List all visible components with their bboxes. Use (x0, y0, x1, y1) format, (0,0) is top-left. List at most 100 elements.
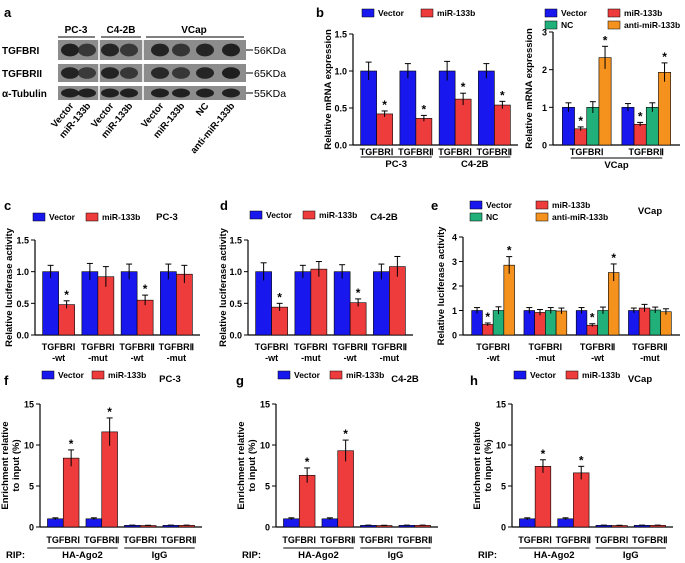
bar-mir-133b (494, 104, 511, 146)
significance-star: * (382, 98, 387, 112)
group-label: TGFBRⅡ (477, 147, 512, 157)
y-axis-label-line: to input (%) (247, 439, 258, 491)
group-label-line: TGFBRⅠ (255, 342, 289, 352)
bar-anti-mir-133b (598, 57, 612, 146)
y-tick-label: 4 (452, 233, 457, 243)
bar-mir-133b (389, 266, 406, 336)
bar-mir-133b (376, 113, 393, 146)
bar-mir-133b (574, 128, 588, 146)
bar-vector (42, 271, 59, 336)
group-label-line: TGFBRⅠ (81, 342, 115, 352)
legend-label: miR-133b (552, 200, 590, 210)
y-tick-label: 1 (542, 103, 547, 113)
bar-mir-133b (310, 268, 328, 336)
bar-mir-133b (337, 450, 354, 528)
supergroup-label: IgG (152, 550, 168, 561)
significance-star: * (590, 311, 595, 325)
legend-swatch (565, 370, 579, 380)
blot-band (78, 43, 96, 57)
y-axis-label: Relative luciferase activity (436, 226, 447, 346)
group-label: TGFBRⅠ (570, 147, 604, 157)
blot-band (120, 43, 138, 57)
y-tick-label: 3 (542, 28, 547, 38)
bar-mir-133b (534, 466, 552, 528)
significance-star: * (662, 50, 667, 64)
chart-f: f PC-3 Vector miR-133b 0 5 10 15 Enrichment rela… (0, 370, 202, 561)
blot-size-label: 56KDa (254, 45, 286, 57)
group-label: TGFBRⅠ (360, 147, 394, 157)
blot-cell-line-label: C4-2B (107, 25, 136, 36)
supergroup-label: IgG (388, 550, 404, 561)
blot-band (172, 43, 190, 57)
legend-label: miR-133b (319, 210, 357, 220)
blot-band (61, 67, 79, 79)
group-label-line: TGFBRⅡ (372, 342, 407, 352)
legend-label: Vector (58, 370, 85, 380)
significance-star: * (611, 251, 616, 265)
y-tick-label: 10 (24, 441, 34, 451)
legend-swatch (85, 212, 99, 222)
bar-vector (360, 70, 377, 146)
legend-swatch (329, 370, 343, 380)
blot-band (172, 67, 190, 79)
legend-label: Vector (486, 200, 513, 210)
blot-band (78, 67, 96, 79)
chart-b2: Vector miR-133b NC anti-miR-133b 0 1 2 3 Relativ… (524, 8, 680, 171)
legend-swatch (535, 212, 549, 222)
legend-label: Vector (266, 210, 293, 220)
legend-swatch (513, 370, 527, 380)
legend-swatch (535, 200, 549, 210)
chart-title: PC-3 (156, 212, 178, 223)
blot-band (61, 88, 79, 98)
significance-star: * (507, 244, 512, 258)
panel-letter-f: f (4, 373, 9, 388)
group-label-line: -mut (640, 353, 660, 363)
group-label-line: -wt (265, 353, 278, 363)
blot-lane-label: NC (194, 101, 211, 119)
legend-swatch (469, 200, 483, 210)
significance-star: * (579, 453, 584, 467)
bar-anti-mir-133b (503, 264, 515, 336)
bar-mir-133b (62, 457, 80, 528)
y-tick-label: 2 (452, 282, 457, 292)
chart-title: VCap (638, 206, 662, 217)
legend-label: NC (486, 212, 498, 222)
legend-swatch (361, 8, 375, 18)
chart-title: C4-2B (370, 212, 398, 223)
group-label: TGFBRⅡ -mut (632, 342, 667, 363)
group-label-line: -wt (591, 353, 604, 363)
chart-h: h VCap Vector miR-133b 0 5 10 15 Enrichment rela… (470, 370, 673, 561)
group-label: TGFBRⅡ (629, 147, 664, 157)
bar-nc (586, 107, 600, 146)
blot-band (196, 43, 214, 57)
bar-vector (478, 70, 495, 146)
legend-swatch (277, 370, 291, 380)
legend-swatch (469, 212, 483, 222)
y-tick-label: 0.0 (229, 331, 242, 341)
group-label: TGFBRⅡ -wt (332, 342, 367, 363)
legend-label: Vector (378, 8, 405, 18)
group-label-line: TGFBRⅠ (42, 342, 76, 352)
significance-star: * (461, 80, 466, 94)
y-tick-label: 5 (501, 482, 506, 492)
legend-label: NC (561, 20, 573, 30)
group-label-line: TGFBRⅠ (476, 342, 510, 352)
bar-vector (471, 310, 483, 336)
bar-mir-133b (349, 302, 367, 336)
panel-letter-e: e (431, 198, 438, 213)
y-tick-label: 5 (265, 482, 270, 492)
panel-letter-c: c (4, 198, 11, 213)
panel-letter-a: a (4, 5, 12, 20)
group-label: TGFBRⅡ -wt (119, 342, 154, 363)
bar-anti-mir-133b (608, 272, 620, 336)
y-tick-label: 0 (501, 523, 506, 533)
bar-mir-133b (176, 273, 193, 336)
group-label: TGFBRⅡ (398, 147, 433, 157)
row-label: RIP: (242, 550, 261, 561)
legend-label: anti-miR-133b (624, 20, 680, 30)
bar-mir-133b (271, 306, 288, 336)
group-label-line: TGFBRⅠ (529, 342, 563, 352)
